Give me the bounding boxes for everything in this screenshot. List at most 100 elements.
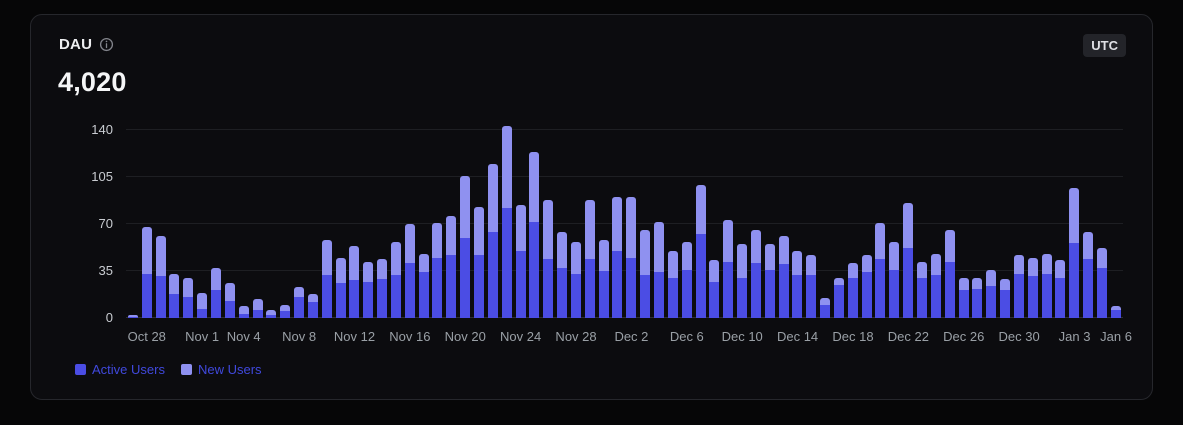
bar[interactable]	[197, 292, 208, 318]
bar[interactable]	[778, 236, 789, 318]
x-axis-tick-label: Nov 4	[226, 329, 261, 344]
bar[interactable]	[723, 220, 734, 318]
bar[interactable]	[667, 251, 678, 318]
active-users-segment	[1041, 273, 1052, 318]
x-axis-tick-label: Dec 14	[776, 329, 819, 344]
bar[interactable]	[806, 255, 817, 318]
bar[interactable]	[487, 163, 498, 318]
bar[interactable]	[1110, 305, 1121, 318]
bar[interactable]	[127, 315, 138, 318]
bar[interactable]	[958, 277, 969, 318]
bar[interactable]	[224, 283, 235, 318]
bar[interactable]	[1055, 260, 1066, 318]
bar[interactable]	[266, 309, 277, 318]
bar[interactable]	[1069, 188, 1080, 318]
y-axis: 0 35 70 105 140	[31, 118, 113, 325]
bar[interactable]	[321, 240, 332, 318]
bar[interactable]	[640, 229, 651, 318]
timezone-badge[interactable]: UTC	[1083, 34, 1126, 57]
bar[interactable]	[709, 260, 720, 318]
bar[interactable]	[404, 224, 415, 318]
bar[interactable]	[612, 197, 623, 318]
bar[interactable]	[349, 245, 360, 318]
bar[interactable]	[377, 259, 388, 318]
bar[interactable]	[764, 244, 775, 318]
new-users-segment	[640, 229, 651, 276]
bar[interactable]	[460, 175, 471, 318]
bar[interactable]	[141, 226, 152, 318]
bar[interactable]	[169, 273, 180, 318]
active-users-segment	[515, 251, 526, 318]
bar[interactable]	[183, 277, 194, 318]
active-users-segment	[1027, 276, 1038, 318]
bar[interactable]	[598, 240, 609, 318]
bar[interactable]	[529, 151, 540, 318]
new-users-segment	[903, 202, 914, 249]
bar[interactable]	[930, 253, 941, 318]
bar[interactable]	[847, 263, 858, 318]
bar[interactable]	[875, 222, 886, 318]
bar[interactable]	[474, 206, 485, 318]
bar[interactable]	[1013, 255, 1024, 318]
bar[interactable]	[889, 241, 900, 318]
new-users-segment	[543, 200, 554, 260]
bar[interactable]	[294, 287, 305, 318]
bar[interactable]	[1096, 248, 1107, 318]
new-users-segment	[280, 304, 291, 312]
new-users-segment	[626, 197, 637, 258]
bar[interactable]	[972, 277, 983, 318]
bar[interactable]	[1041, 253, 1052, 318]
bar[interactable]	[252, 299, 263, 318]
bar[interactable]	[238, 305, 249, 318]
new-users-segment	[377, 259, 388, 280]
bar[interactable]	[280, 304, 291, 318]
bar[interactable]	[737, 244, 748, 318]
bar[interactable]	[695, 185, 706, 318]
bar[interactable]	[1083, 232, 1094, 318]
bar[interactable]	[570, 241, 581, 318]
bar[interactable]	[210, 268, 221, 318]
bar[interactable]	[432, 222, 443, 318]
bar[interactable]	[833, 277, 844, 318]
active-users-segment	[1055, 277, 1066, 318]
active-users-segment	[363, 281, 374, 318]
legend-item-new-users[interactable]: New Users	[180, 362, 262, 377]
bar[interactable]	[1000, 279, 1011, 318]
bar-column	[320, 118, 334, 318]
y-axis-tick-label: 0	[105, 310, 113, 325]
bar[interactable]	[917, 261, 928, 318]
bar[interactable]	[515, 205, 526, 318]
bar[interactable]	[446, 216, 457, 318]
bar[interactable]	[335, 257, 346, 318]
active-users-segment	[737, 277, 748, 318]
bar[interactable]	[543, 200, 554, 318]
bar[interactable]	[390, 241, 401, 318]
bar[interactable]	[903, 202, 914, 318]
bar[interactable]	[820, 297, 831, 318]
bar[interactable]	[681, 241, 692, 318]
bar[interactable]	[418, 253, 429, 318]
bar[interactable]	[861, 255, 872, 318]
bar[interactable]	[155, 236, 166, 318]
bar-column	[1095, 118, 1109, 318]
bar[interactable]	[944, 229, 955, 318]
active-users-segment	[349, 280, 360, 318]
info-icon[interactable]	[99, 37, 114, 52]
bar[interactable]	[557, 232, 568, 318]
bar[interactable]	[363, 261, 374, 318]
bar[interactable]	[307, 293, 318, 318]
new-users-segment	[1083, 232, 1094, 260]
active-users-segment	[446, 255, 457, 318]
active-users-segment	[197, 308, 208, 318]
bar[interactable]	[584, 200, 595, 318]
bar[interactable]	[501, 126, 512, 318]
bar[interactable]	[1027, 257, 1038, 318]
legend-item-active-users[interactable]: Active Users	[75, 362, 165, 377]
bar[interactable]	[750, 229, 761, 318]
bar[interactable]	[792, 251, 803, 318]
bar[interactable]	[626, 197, 637, 318]
bar-column	[140, 118, 154, 318]
bar[interactable]	[653, 221, 664, 318]
bar[interactable]	[986, 269, 997, 318]
active-users-segment	[640, 275, 651, 318]
